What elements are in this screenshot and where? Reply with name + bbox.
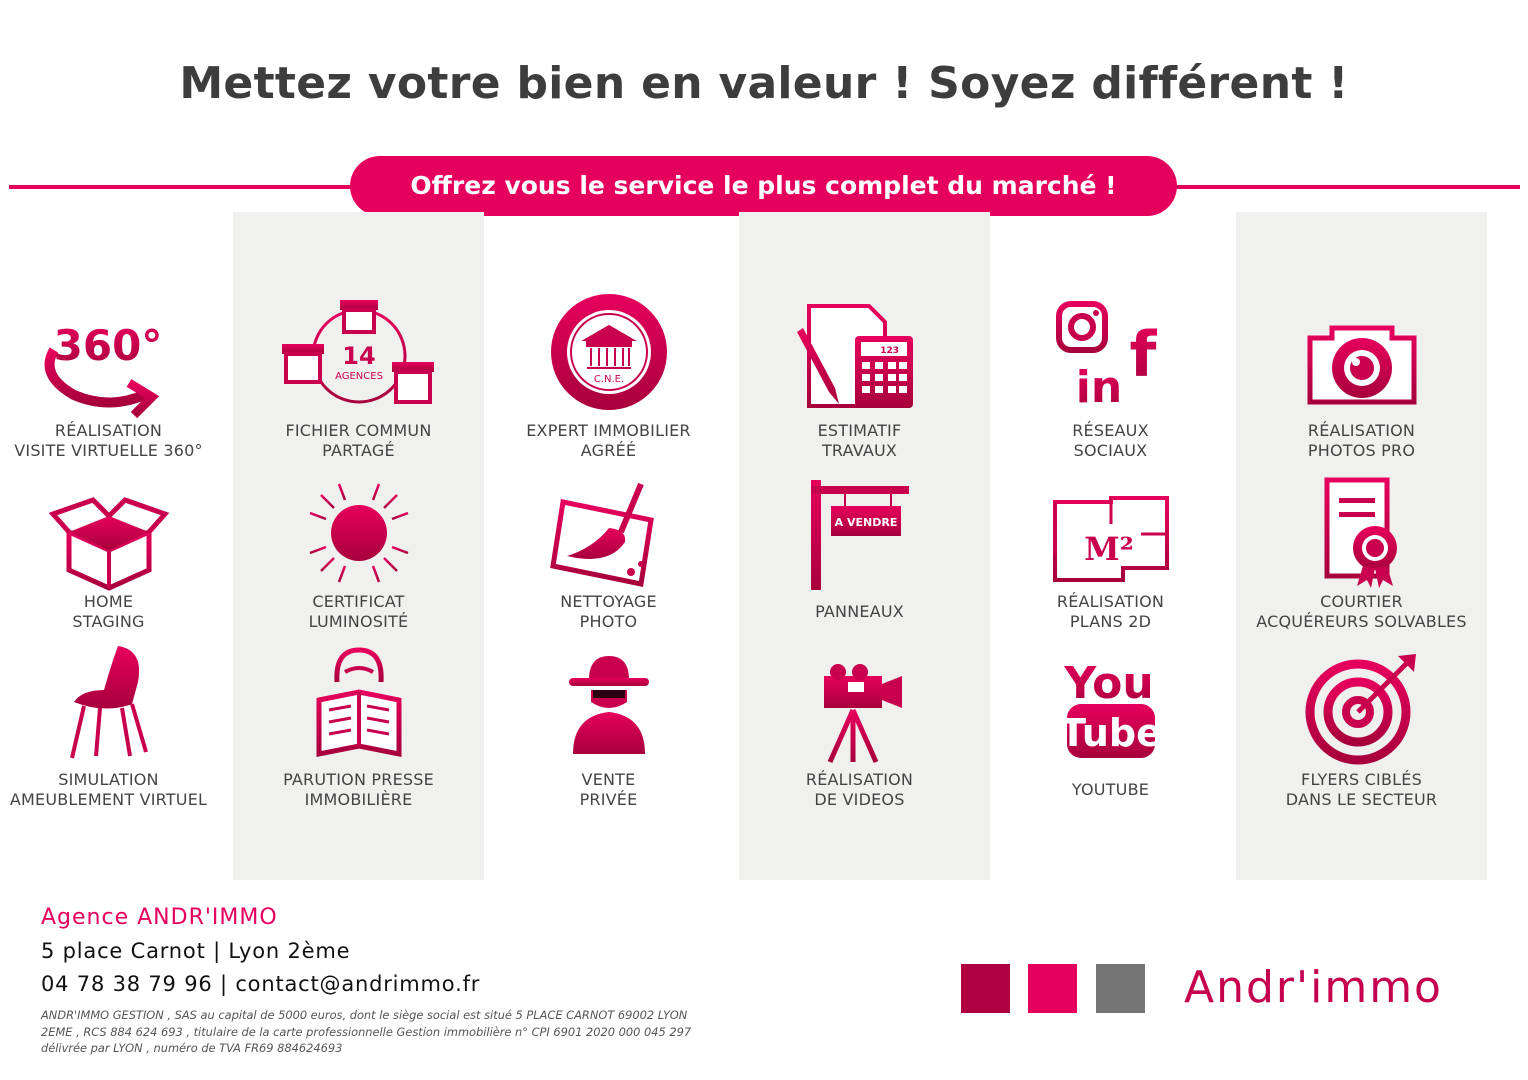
service-label: RÉALISATION DE VIDEOS [805,770,914,809]
svg-text:You: You [1063,658,1153,709]
service-label: RÉSEAUX SOCIAUX [1072,421,1149,460]
calculator-document-icon: 123 [796,304,913,408]
floor-plan-icon: M² [1052,496,1169,582]
svg-text:in: in [1075,362,1121,413]
cne-seal-icon: C.N.E. [550,294,667,410]
svg-text:M²: M² [1084,530,1133,568]
agency-contact: 04 78 38 79 96 | contact@andrimmo.fr [41,972,481,996]
spy-icon [568,656,649,754]
service-label: SIMULATION AMEUBLEMENT VIRTUEL [9,770,208,809]
banner-line-right [1174,185,1520,189]
sun-icon [305,480,412,586]
camera-icon [1307,325,1416,405]
service-label: HOME STAGING [72,592,145,631]
video-camera-icon [823,664,902,764]
page-title: Mettez votre bien en valeur ! Soyez diff… [179,58,1349,109]
legal-notice: ANDR'IMMO GESTION , SAS au capital de 50… [41,1008,692,1055]
svg-text:360°: 360° [53,321,162,370]
service-label: NETTOYAGE PHOTO [560,592,657,631]
banner: Offrez vous le service le plus complet d… [350,156,1177,216]
service-label: ESTIMATIF TRAVAUX [817,421,902,460]
svg-text:Tube: Tube [1061,711,1161,755]
for-sale-sign-icon: A VENDRE [810,480,909,590]
newspaper-reader-icon [316,647,401,758]
open-box-icon [48,497,169,591]
svg-text:123: 123 [880,346,899,356]
certificate-icon [1324,477,1397,588]
service-label: COURTIER ACQUÉREURS SOLVABLES [1256,592,1467,631]
youtube-icon: You Tube [1061,658,1161,758]
svg-text:f: f [1129,318,1157,391]
logo-square-grey [1096,964,1145,1013]
service-label: RÉALISATION VISITE VIRTUELLE 360° [14,421,203,460]
service-label: FLYERS CIBLÉS DANS LE SECTEUR [1285,770,1438,809]
social-networks-icon: f in [1055,301,1157,413]
chair-icon [69,646,148,759]
agency-name: Agence ANDR'IMMO [41,905,278,930]
svg-text:C.N.E.: C.N.E. [593,374,623,385]
service-label: PANNEAUX [815,602,904,621]
agency-address: 5 place Carnot | Lyon 2ème [41,939,351,963]
target-icon [1305,654,1416,765]
service-label: EXPERT IMMOBILIER AGRÉÉ [526,421,691,460]
svg-text:14: 14 [342,342,375,370]
service-label: YOUTUBE [1071,780,1150,799]
service-label: FICHIER COMMUN PARTAGÉ [285,421,432,460]
banner-line-left [9,185,354,189]
logo-square-pink [1028,964,1077,1013]
paint-brush-icon [549,482,654,587]
shops-network-icon: 14 AGENCES [281,300,434,404]
brand-logo-text: Andr'immo [1184,962,1443,1013]
service-label: CERTIFICAT LUMINOSITÉ [308,592,409,631]
360-degree-icon: 360° [44,321,162,419]
svg-text:A VENDRE: A VENDRE [834,516,897,529]
service-label: PARUTION PRESSE IMMOBILIÈRE [283,770,434,809]
service-label: RÉALISATION PLANS 2D [1056,592,1165,631]
logo-square-dark [961,964,1010,1013]
service-label: VENTE PRIVÉE [579,770,638,809]
service-label: RÉALISATION PHOTOS PRO [1307,421,1416,460]
svg-text:AGENCES: AGENCES [335,371,383,382]
